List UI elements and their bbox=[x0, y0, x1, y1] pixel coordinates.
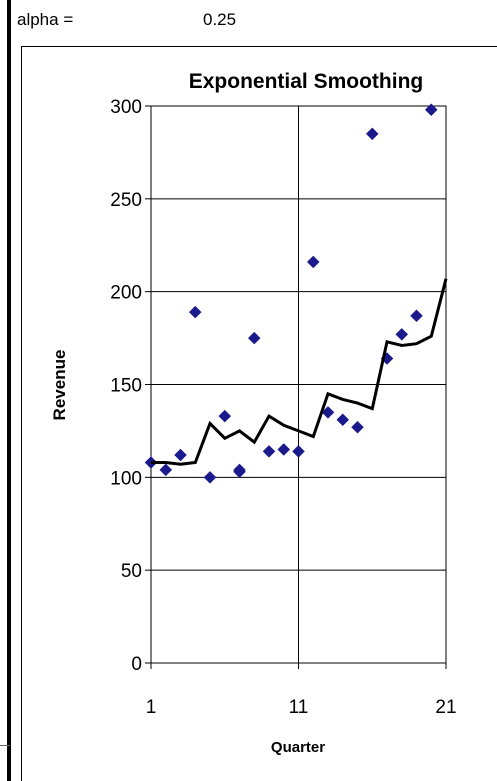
chart-area[interactable] bbox=[21, 46, 497, 781]
y-tick-label: 150 bbox=[110, 376, 142, 397]
y-tick-label: 300 bbox=[110, 97, 142, 118]
data-point bbox=[336, 413, 350, 427]
data-point bbox=[424, 103, 438, 117]
y-tick-label: 100 bbox=[110, 468, 142, 489]
alpha-label: alpha = bbox=[17, 10, 74, 29]
y-tick-label: 200 bbox=[110, 283, 142, 304]
data-point bbox=[292, 444, 305, 458]
data-point bbox=[188, 305, 202, 319]
y-axis-label: Revenue bbox=[50, 350, 69, 421]
data-point bbox=[262, 444, 276, 458]
x-tick-label: 1 bbox=[146, 697, 157, 718]
data-point bbox=[174, 448, 187, 462]
y-tick-label: 250 bbox=[110, 190, 142, 211]
data-point bbox=[218, 409, 232, 423]
data-point bbox=[159, 463, 173, 477]
data-point bbox=[351, 420, 364, 434]
data-point bbox=[277, 443, 291, 456]
data-point bbox=[233, 463, 246, 477]
cell-fragment bbox=[0, 745, 10, 746]
data-point bbox=[410, 309, 423, 323]
x-tick-label: 21 bbox=[435, 697, 456, 718]
x-tick-label: 11 bbox=[289, 697, 309, 718]
y-tick-label: 0 bbox=[131, 654, 142, 675]
alpha-value[interactable]: 0.25 bbox=[203, 10, 237, 29]
data-point bbox=[306, 255, 320, 269]
cell-border-left-lower bbox=[7, 60, 11, 781]
data-point bbox=[247, 331, 261, 345]
data-point bbox=[395, 328, 409, 341]
y-tick-label: 50 bbox=[121, 561, 142, 582]
x-axis-label: Quarter bbox=[271, 739, 325, 756]
data-point bbox=[365, 127, 379, 141]
cell-border-left bbox=[7, 0, 11, 60]
smoothed-line bbox=[151, 278, 448, 466]
chart-title: Exponential Smoothing bbox=[189, 70, 424, 93]
data-point bbox=[321, 405, 335, 419]
data-point bbox=[203, 470, 217, 484]
